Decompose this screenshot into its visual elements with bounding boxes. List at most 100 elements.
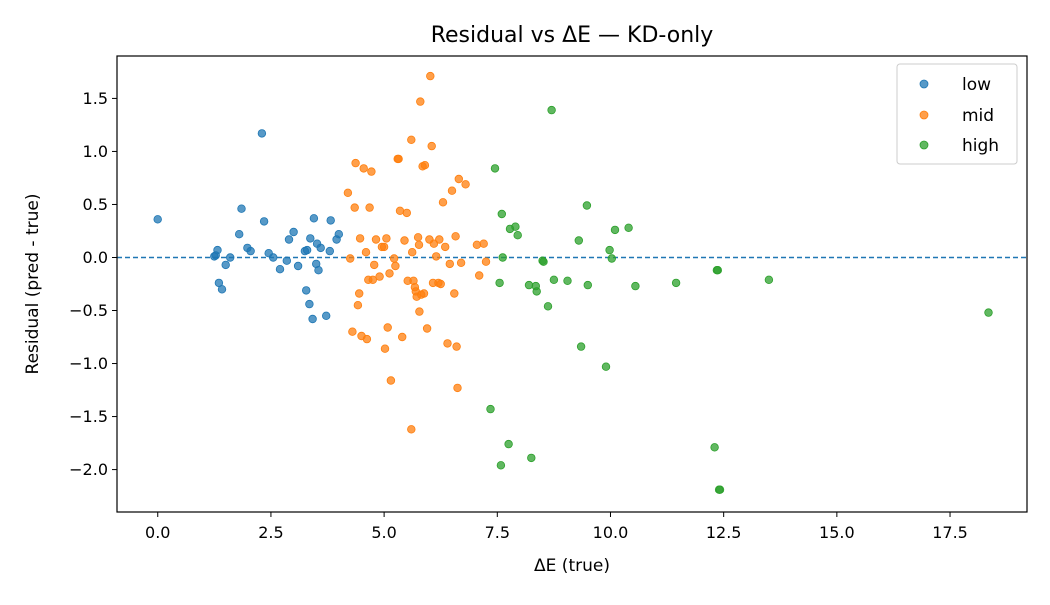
- point-low-36: [334, 229, 343, 239]
- point-mid-18: [375, 272, 384, 281]
- point-low-24: [305, 299, 314, 309]
- point-low-27: [309, 214, 319, 223]
- point-high-2: [495, 278, 504, 288]
- legend-label-high: high: [962, 136, 999, 156]
- point-mid-72: [475, 271, 484, 280]
- point-high-16: [543, 302, 553, 311]
- point-mid-31: [398, 332, 407, 342]
- point-mid-2: [348, 327, 357, 336]
- point-high-10: [524, 280, 534, 290]
- point-high-13: [532, 287, 541, 296]
- point-mid-29: [394, 154, 403, 164]
- point-mid-75: [407, 425, 416, 434]
- point-mid-1: [346, 254, 355, 263]
- x-tick-label: 10.0: [593, 523, 629, 542]
- point-high-11: [527, 453, 536, 463]
- point-high-5: [496, 461, 506, 470]
- point-mid-32: [400, 236, 409, 245]
- legend-marker-low: [919, 79, 929, 89]
- x-tick-label: 5.0: [371, 523, 396, 542]
- point-high-19: [563, 276, 572, 285]
- point-mid-27: [391, 261, 400, 271]
- point-low-34: [326, 216, 335, 225]
- point-mid-55: [432, 252, 441, 261]
- legend-label-low: low: [962, 75, 991, 95]
- point-high-22: [582, 201, 592, 210]
- point-high-24: [601, 362, 611, 371]
- point-mid-74: [481, 257, 491, 266]
- point-low-17: [282, 256, 291, 265]
- legend-box: [896, 63, 1018, 165]
- y-tick-label: −1.5: [69, 407, 108, 426]
- y-tick-label: −2.0: [69, 460, 108, 479]
- y-tick-label: −0.5: [69, 301, 108, 320]
- point-mid-23: [383, 323, 392, 332]
- axis-ticks: 0.0 2.5 5.0 7.5 10.0 12.5 15.0 17.5 1.5 1.0 0.5 0.0…: [69, 89, 968, 542]
- point-mid-11: [362, 334, 372, 344]
- point-mid-61: [443, 339, 452, 348]
- point-mid-33: [402, 208, 411, 218]
- point-low-7: [225, 253, 235, 262]
- plot-frame: [116, 55, 1028, 513]
- point-mid-26: [389, 254, 399, 263]
- point-low-19: [289, 227, 298, 237]
- plot-marks: [117, 71, 1027, 494]
- point-mid-59: [438, 198, 448, 207]
- point-mid-65: [451, 232, 460, 241]
- point-high-9: [513, 230, 522, 240]
- point-mid-36: [408, 247, 417, 257]
- legend: low mid high: [896, 63, 1018, 165]
- point-low-23: [302, 245, 312, 255]
- legend-marker-high: [919, 140, 929, 150]
- point-high-27: [610, 225, 620, 235]
- x-tick-label: 12.5: [706, 523, 742, 542]
- point-high-35: [715, 485, 725, 494]
- point-low-30: [314, 266, 323, 275]
- point-high-6: [504, 439, 513, 449]
- point-mid-5: [353, 301, 363, 310]
- point-mid-9: [359, 164, 368, 173]
- point-high-37: [984, 308, 993, 317]
- point-mid-63: [447, 186, 457, 195]
- point-high-30: [671, 278, 681, 288]
- point-high-0: [486, 404, 495, 414]
- point-mid-10: [361, 247, 371, 257]
- point-high-28: [624, 223, 633, 232]
- point-high-33: [713, 266, 722, 275]
- point-mid-41: [413, 233, 423, 242]
- point-low-16: [275, 265, 285, 274]
- point-low-25: [306, 234, 315, 243]
- point-mid-17: [371, 235, 381, 244]
- point-mid-16: [370, 260, 379, 270]
- point-mid-42: [414, 240, 424, 249]
- point-low-18: [284, 235, 294, 244]
- point-mid-68: [454, 174, 463, 184]
- point-low-9: [237, 204, 246, 213]
- x-tick-label: 2.5: [258, 523, 283, 542]
- point-mid-7: [355, 234, 365, 243]
- point-low-13: [259, 217, 269, 226]
- point-mid-48: [420, 160, 430, 170]
- point-mid-14: [367, 167, 376, 176]
- x-tick-label: 7.5: [485, 523, 510, 542]
- point-mid-21: [380, 344, 390, 353]
- y-tick-label: 1.0: [83, 142, 108, 161]
- point-mid-35: [407, 135, 416, 144]
- x-axis-label: ΔE (true): [534, 556, 610, 576]
- point-low-26: [308, 314, 317, 324]
- point-mid-73: [479, 239, 488, 248]
- point-low-8: [234, 229, 244, 239]
- point-low-31: [316, 243, 325, 253]
- point-mid-24: [385, 269, 394, 278]
- point-mid-58: [436, 279, 445, 289]
- legend-label-mid: mid: [962, 106, 994, 126]
- point-high-23: [583, 280, 592, 290]
- point-low-6: [221, 260, 230, 270]
- point-low-32: [322, 311, 331, 320]
- point-low-20: [293, 261, 303, 271]
- point-low-15: [269, 253, 278, 262]
- point-mid-47: [419, 289, 429, 298]
